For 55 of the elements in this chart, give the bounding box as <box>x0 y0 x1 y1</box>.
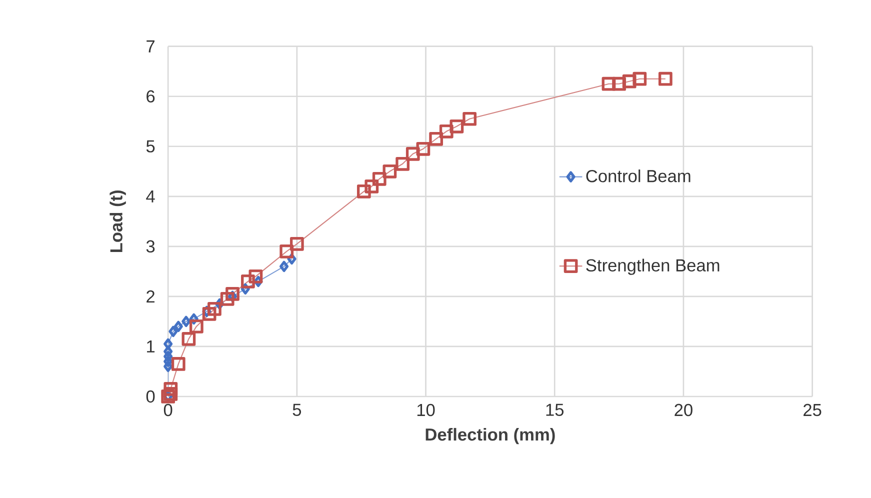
point <box>429 132 444 146</box>
point <box>364 180 379 194</box>
point <box>161 390 176 404</box>
point <box>658 72 672 86</box>
point <box>280 244 294 259</box>
point <box>439 124 454 139</box>
x-tick-label: 0 <box>164 404 172 416</box>
point <box>290 237 304 252</box>
point <box>164 387 178 402</box>
point <box>164 338 173 350</box>
point <box>189 320 204 334</box>
point <box>602 77 616 92</box>
point <box>164 346 173 358</box>
point <box>226 287 240 302</box>
y-axis-title: Load (t) <box>110 190 126 252</box>
point <box>171 357 186 372</box>
y-tick-label: 7 <box>146 40 154 53</box>
point <box>248 270 263 284</box>
point <box>450 120 464 134</box>
legend-label: Control Beam <box>586 170 690 182</box>
point <box>164 361 173 372</box>
point <box>622 74 636 89</box>
x-tick-label: 5 <box>292 404 302 416</box>
legend-label: Strengthen Beam <box>586 258 720 276</box>
y-tick-label: 3 <box>146 240 155 253</box>
point <box>182 332 196 346</box>
point <box>406 147 420 162</box>
point <box>280 261 289 272</box>
point <box>382 164 397 179</box>
y-tick-label: 2 <box>146 290 154 303</box>
point <box>372 172 386 186</box>
x-tick-label: 25 <box>804 404 822 416</box>
point <box>462 112 477 126</box>
x-tick-label: 15 <box>546 404 564 416</box>
point <box>182 316 191 328</box>
y-tick-label: 1 <box>147 340 155 353</box>
point <box>632 72 647 86</box>
point <box>241 274 255 289</box>
point <box>220 292 234 306</box>
x-tick-label: 20 <box>674 404 692 416</box>
y-tick-label: 6 <box>146 90 155 103</box>
point <box>164 382 178 396</box>
y-tick-label: 5 <box>146 140 155 153</box>
y-tick-label: 4 <box>146 190 155 203</box>
point <box>416 142 430 156</box>
x-tick-label: 10 <box>417 404 435 416</box>
point <box>202 307 216 322</box>
point <box>174 321 183 332</box>
point <box>208 302 222 316</box>
point <box>396 157 410 172</box>
y-tick-label: 0 <box>146 390 155 403</box>
x-axis-title: Deflection (mm) <box>426 428 555 444</box>
point <box>168 326 178 338</box>
point <box>612 77 626 92</box>
point <box>356 184 371 199</box>
